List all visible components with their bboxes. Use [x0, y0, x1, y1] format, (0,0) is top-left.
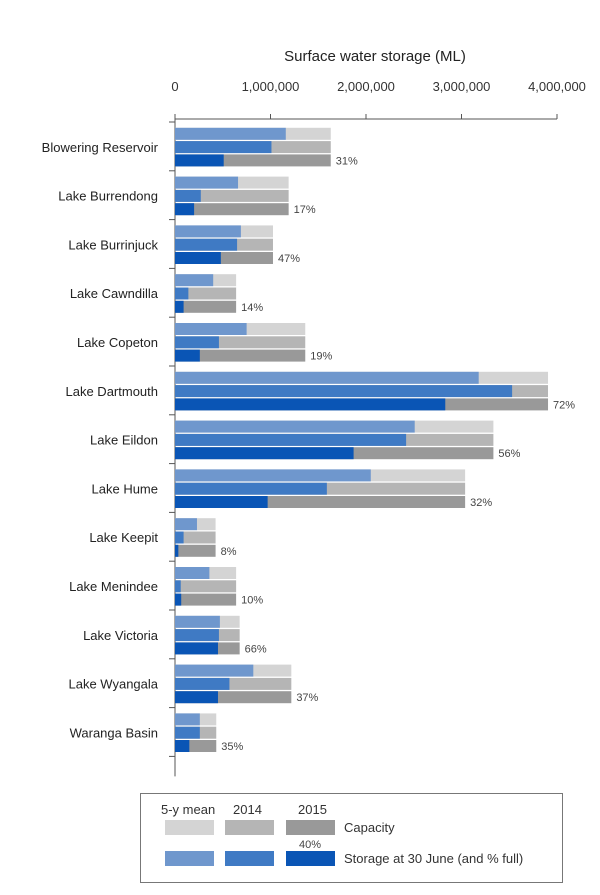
category-label: Lake Keepit	[89, 530, 158, 545]
storage-bar	[175, 238, 238, 251]
storage-bar	[175, 176, 239, 189]
legend-header-2014: 2014	[233, 802, 262, 817]
storage-bar	[175, 420, 415, 433]
category-label: Lake Cawndilla	[70, 286, 159, 301]
x-tick-label: 3,000,000	[433, 79, 491, 94]
storage-bar	[175, 482, 327, 495]
storage-bar	[175, 323, 247, 335]
storage-bar	[175, 740, 190, 752]
legend-swatch-storage-5y-mean	[165, 851, 214, 866]
legend-note: 40%	[299, 839, 322, 851]
storage-bar	[175, 127, 286, 140]
storage-bar	[175, 469, 371, 482]
category-label: Lake Menindee	[69, 579, 158, 594]
category-label: Lake Eildon	[90, 433, 158, 448]
storage-bar	[175, 447, 354, 460]
legend-swatch-capacity-2015	[286, 820, 335, 835]
storage-bar	[175, 274, 214, 287]
percent-full-label: 72%	[553, 399, 575, 411]
capacity-bar	[175, 531, 216, 544]
capacity-bar	[175, 189, 289, 202]
percent-full-label: 35%	[221, 741, 243, 753]
percent-full-label: 19%	[310, 351, 332, 363]
legend-header-5y-mean: 5-y mean	[161, 802, 216, 817]
capacity-bar	[175, 300, 237, 313]
category-label: Blowering Reservoir	[42, 140, 159, 155]
legend-swatch-storage-2014	[225, 851, 274, 866]
category-label: Lake Dartmouth	[66, 384, 159, 399]
storage-bar	[175, 726, 200, 739]
storage-bar	[175, 349, 200, 362]
percent-full-label: 8%	[221, 546, 237, 558]
percent-full-label: 37%	[296, 692, 318, 704]
storage-bar	[175, 287, 189, 300]
storage-bar	[175, 154, 224, 167]
percent-full-label: 66%	[245, 643, 267, 655]
legend-label-storage: Storage at 30 June (and % full)	[344, 851, 524, 866]
storage-bar	[175, 398, 446, 411]
bars	[175, 127, 549, 752]
percent-full-label: 47%	[278, 253, 300, 265]
category-label: Lake Wyangala	[69, 677, 159, 692]
storage-bar	[175, 567, 210, 579]
percent-full-label: 10%	[241, 595, 263, 607]
capacity-bar	[175, 544, 216, 557]
storage-bar	[175, 371, 479, 384]
legend-swatch-capacity-5y-mean	[165, 820, 214, 835]
storage-bar	[175, 336, 219, 349]
category-label: Lake Victoria	[83, 628, 159, 643]
capacity-bar	[175, 203, 289, 216]
storage-bar	[175, 691, 218, 704]
storage-bar	[175, 531, 184, 544]
percent-full-label: 17%	[294, 204, 316, 216]
legend: 5-y mean 2014 2015 Capacity 40% Storage …	[140, 793, 563, 883]
storage-bar	[175, 496, 268, 508]
x-axis-title: Surface water storage (ML)	[284, 48, 466, 65]
category-label: Lake Hume	[92, 481, 158, 496]
chart: Surface water storage (ML) 0 1,000,000 2,0…	[42, 48, 586, 777]
legend-swatch-capacity-2014	[225, 820, 274, 835]
labels: Blowering Reservoir 31% Lake Burrendong 17%…	[42, 140, 576, 753]
storage-bar	[175, 664, 254, 677]
legend-header-2015: 2015	[298, 802, 327, 817]
percent-full-label: 32%	[470, 497, 492, 509]
legend-label-capacity: Capacity	[344, 820, 395, 835]
storage-bar	[175, 642, 218, 655]
category-label: Lake Burrinjuck	[68, 237, 158, 252]
x-tick-label: 1,000,000	[242, 79, 300, 94]
legend-swatch-storage-2015	[286, 851, 335, 866]
percent-full-label: 14%	[241, 302, 263, 314]
storage-bar	[175, 677, 230, 690]
storage-bar	[175, 141, 272, 154]
storage-bar	[175, 433, 407, 446]
capacity-bar	[175, 349, 306, 362]
capacity-bar	[175, 287, 237, 300]
category-label: Lake Burrendong	[58, 189, 158, 204]
storage-bar	[175, 629, 219, 642]
storage-bar	[175, 518, 197, 531]
storage-bar	[175, 615, 220, 628]
storage-bar	[175, 189, 201, 202]
capacity-bar	[175, 593, 237, 606]
category-label: Lake Copeton	[77, 335, 158, 350]
storage-bar	[175, 385, 513, 398]
percent-full-label: 31%	[336, 155, 358, 167]
storage-bar	[175, 713, 200, 726]
storage-bar	[175, 544, 179, 557]
storage-bar	[175, 225, 241, 238]
percent-full-label: 56%	[498, 448, 520, 460]
storage-bar	[175, 593, 182, 606]
x-tick-label: 2,000,000	[337, 79, 395, 94]
x-tick-label: 0	[171, 79, 178, 94]
x-tick-label: 4,000,000	[528, 79, 586, 94]
capacity-bar	[175, 580, 237, 593]
category-label: Waranga Basin	[70, 725, 158, 740]
storage-bar	[175, 580, 181, 593]
storage-bar	[175, 203, 195, 216]
storage-bar	[175, 300, 184, 313]
storage-bar	[175, 252, 221, 264]
